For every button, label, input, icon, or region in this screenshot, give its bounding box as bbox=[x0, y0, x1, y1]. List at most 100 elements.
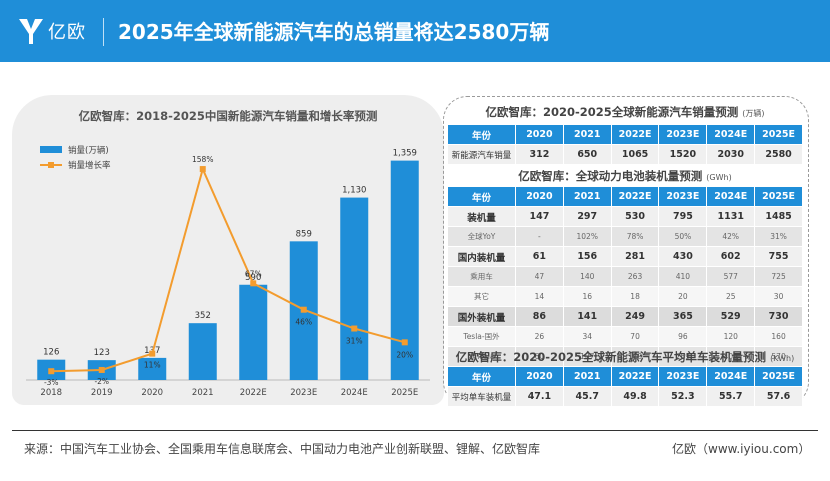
table-cell: 新能源汽车销量 bbox=[447, 144, 516, 165]
table-cell: 50% bbox=[658, 226, 708, 247]
legend-line-label: 销量增长率 bbox=[68, 160, 111, 171]
table-header-cell: 年份 bbox=[447, 186, 516, 207]
table-cell: 529 bbox=[706, 306, 756, 327]
chart-panel bbox=[12, 95, 444, 405]
table-header-cell: 2025E bbox=[754, 186, 803, 207]
table-header-cell: 2022E bbox=[610, 366, 660, 387]
growth-label-2019: -2% bbox=[94, 377, 109, 386]
table-cell: 107 bbox=[562, 346, 612, 367]
table-cell: 14 bbox=[515, 286, 564, 307]
table-cell: 78% bbox=[610, 226, 660, 247]
table3-caption: 亿欧智库：2020-2025全球新能源汽车平均单车装机量预测 (KWh) bbox=[455, 350, 795, 364]
table-cell: 70 bbox=[610, 326, 660, 347]
table2-caption: 亿欧智库：全球动力电池装机量预测 (GWh) bbox=[518, 169, 732, 183]
table-cell: 602 bbox=[706, 246, 756, 267]
table-cell: 其它 bbox=[447, 286, 516, 307]
header-divider bbox=[103, 18, 104, 46]
table-header-cell: 2022E bbox=[610, 186, 660, 207]
table-cell: 非Tesla bbox=[447, 346, 516, 367]
table-cell: 61 bbox=[515, 246, 564, 267]
table-cell: 1485 bbox=[754, 206, 803, 227]
table1-caption: 亿欧智库：2020-2025全球新能源汽车销量预测 (万辆) bbox=[485, 105, 765, 119]
table-header-row: 年份 2020 2021 2022E 2023E 2024E 2025E bbox=[447, 366, 803, 387]
bar-2021 bbox=[188, 323, 217, 380]
table-header-row: 年份 2020 2021 2022E 2023E 2024E 2025E bbox=[447, 124, 803, 145]
yiou-logo-icon bbox=[19, 19, 43, 44]
battery-installation-table: 年份 2020 2021 2022E 2023E 2024E 2025E 装机量 147 297 5… bbox=[447, 186, 803, 367]
table-row: 其它 14 16 18 20 25 30 bbox=[447, 286, 803, 307]
growth-label-2024E: 31% bbox=[346, 337, 363, 346]
table-cell: 55.7 bbox=[706, 386, 756, 407]
table-header-cell: 2020 bbox=[515, 366, 564, 387]
table-cell: 57.6 bbox=[754, 386, 803, 407]
source-note: 来源：中国汽车工业协会、全国乘用车信息联席会、中国动力电池产业创新联盟、锂解、亿… bbox=[24, 442, 541, 456]
growth-label-2025E: 20% bbox=[396, 350, 413, 359]
table-row: 非Tesla 60 107 179 269 409 570 bbox=[447, 346, 803, 367]
table-cell: 147 bbox=[515, 206, 564, 227]
table-cell: 国内装机量 bbox=[447, 246, 516, 267]
table-cell: 平均单车装机量 bbox=[447, 386, 516, 407]
table-row: 国外装机量 86 141 249 365 529 730 bbox=[447, 306, 803, 327]
table-cell: Tesla-国外 bbox=[447, 326, 516, 347]
x-tick-label-2020: 2020 bbox=[141, 388, 163, 398]
table-cell: 47 bbox=[515, 266, 564, 287]
table-cell: 312 bbox=[515, 144, 564, 165]
x-tick-label-2018: 2018 bbox=[40, 388, 62, 398]
table-header-row: 年份 2020 2021 2022E 2023E 2024E 2025E bbox=[447, 186, 803, 207]
table-cell: 16 bbox=[562, 286, 612, 307]
growth-label-2018: -3% bbox=[44, 378, 59, 387]
table-header-cell: 年份 bbox=[447, 124, 516, 145]
bar-2024E bbox=[340, 197, 369, 380]
growth-label-2022E: 67% bbox=[245, 269, 262, 278]
bar-2020 bbox=[138, 357, 167, 380]
table-cell: 530 bbox=[610, 206, 660, 227]
growth-point-2022E bbox=[250, 280, 257, 287]
table-cell: 430 bbox=[658, 246, 708, 267]
table-header-cell: 2021 bbox=[562, 124, 612, 145]
table-cell: 30 bbox=[754, 286, 803, 307]
x-tick-label-2024E: 2024E bbox=[341, 388, 368, 398]
legend-bar-swatch bbox=[40, 146, 62, 153]
x-tick-label-2019: 2019 bbox=[91, 388, 113, 398]
growth-point-2021 bbox=[199, 166, 206, 173]
table-cell: 国外装机量 bbox=[447, 306, 516, 327]
table-header-cell: 2020 bbox=[515, 186, 564, 207]
table-header-cell: 2021 bbox=[562, 366, 612, 387]
table-cell: 249 bbox=[610, 306, 660, 327]
table-row: 乘用车 47 140 263 410 577 725 bbox=[447, 266, 803, 287]
table-cell: 269 bbox=[658, 346, 708, 367]
table-cell: 102% bbox=[562, 226, 612, 247]
table-row: 新能源汽车销量 312 650 1065 1520 2030 2580 bbox=[447, 144, 803, 165]
table-cell: 156 bbox=[562, 246, 612, 267]
table-header-cell: 2024E bbox=[706, 186, 756, 207]
bar-value-label-2022E: 590 bbox=[245, 273, 261, 283]
table-row: 全球YoY -102% 78% 50% 42% 31% bbox=[447, 226, 803, 247]
table-cell: 20 bbox=[658, 286, 708, 307]
table-cell: 141 bbox=[562, 306, 612, 327]
growth-point-2023E bbox=[300, 306, 307, 313]
x-tick-label-2023E: 2023E bbox=[290, 388, 317, 398]
table-header-cell: 2023E bbox=[658, 186, 708, 207]
table-row: 装机量 147 297 530 795 1131 1485 bbox=[447, 206, 803, 227]
footer-divider bbox=[12, 430, 818, 431]
chart-title: 亿欧智库：2018-2025中国新能源汽车销量和增长率预测 bbox=[78, 109, 378, 123]
table-row: 国内装机量 61 156 281 430 602 755 bbox=[447, 246, 803, 267]
table-cell: 409 bbox=[706, 346, 756, 367]
bar-value-label-2019: 123 bbox=[94, 348, 110, 358]
table-header-cell: 2024E bbox=[706, 366, 756, 387]
table-cell: 1131 bbox=[706, 206, 756, 227]
table-cell: 281 bbox=[610, 246, 660, 267]
table-header-cell: 2020 bbox=[515, 124, 564, 145]
table-cell: 18 bbox=[610, 286, 660, 307]
table-cell: 795 bbox=[658, 206, 708, 227]
legend-line-marker bbox=[48, 162, 54, 168]
bar-value-label-2024E: 1,130 bbox=[342, 186, 366, 196]
sales-growth-chart: 12620181232019137202035220215902022E8592… bbox=[26, 145, 430, 398]
table-header-cell: 2022E bbox=[610, 124, 660, 145]
table-cell: 577 bbox=[706, 266, 756, 287]
logo-text: 亿欧 bbox=[48, 22, 86, 43]
bar-value-label-2021: 352 bbox=[195, 311, 211, 321]
table-cell: 297 bbox=[562, 206, 612, 227]
growth-label-2023E: 46% bbox=[295, 318, 312, 327]
table-cell: 45.7 bbox=[562, 386, 612, 407]
